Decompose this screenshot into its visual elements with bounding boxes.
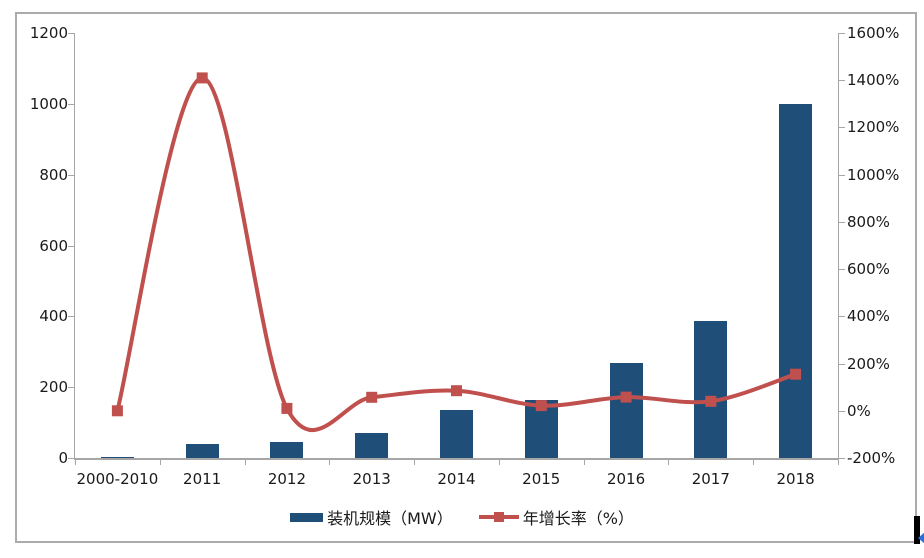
y-left-tick-label: 1000 <box>29 94 68 113</box>
line-marker-2012 <box>281 402 293 414</box>
y-right-tick-label: 0% <box>847 401 871 420</box>
y-left-axis-tick <box>68 387 74 389</box>
y-left-tick-label: 800 <box>39 165 68 184</box>
y-right-axis-tick <box>839 127 845 129</box>
text-cursor-artifact <box>914 516 920 544</box>
line-marker-2014 <box>451 385 462 397</box>
y-left-axis-tick <box>68 103 74 105</box>
line-marker-2018 <box>790 368 802 380</box>
y-right-tick-label: -200% <box>847 449 896 467</box>
y-right-tick-label: 400% <box>847 307 890 326</box>
x-axis-line <box>74 458 839 460</box>
line-swatch-marker-icon <box>493 512 504 522</box>
y-left-axis-tick <box>68 316 74 318</box>
legend-label-installed-capacity: 装机规模（MW） <box>327 509 453 528</box>
y-right-axis-tick <box>839 410 845 412</box>
y-left-axis-tick <box>68 33 74 34</box>
line-marker-2000-2010 <box>111 405 123 417</box>
growth-rate-line <box>115 75 797 433</box>
y-left-axis-line <box>74 33 75 460</box>
line-series-swatch <box>478 511 519 523</box>
x-axis-tick <box>329 460 331 465</box>
y-left-tick-label: 0 <box>58 449 68 467</box>
bar-series-swatch <box>290 512 324 522</box>
y-right-tick-label: 1400% <box>847 71 900 90</box>
x-tick-label: 2013 <box>352 470 391 488</box>
y-left-tick-label: 400 <box>39 307 68 326</box>
y-right-axis-tick <box>839 221 845 223</box>
legend-item-installed-capacity: 装机规模（MW） <box>290 505 453 529</box>
y-right-tick-label: 800% <box>847 212 890 231</box>
x-tick-label: 2014 <box>437 470 476 488</box>
bar-2011 <box>185 443 219 458</box>
bar-2013 <box>355 433 389 458</box>
x-tick-label: 2012 <box>267 470 307 488</box>
bar-2017 <box>694 320 728 458</box>
legend-item-growth-rate: 年增长率（%） <box>478 505 634 529</box>
x-axis-tick <box>75 460 76 465</box>
y-left-axis-tick <box>68 174 74 176</box>
y-right-axis-tick <box>839 458 845 459</box>
y-right-axis-tick <box>839 33 845 34</box>
y-right-tick-label: 600% <box>847 260 890 279</box>
y-right-axis-tick <box>839 174 845 176</box>
line-marker-2017 <box>705 395 717 407</box>
chart-legend: 装机规模（MW） 年增长率（%） <box>0 505 924 529</box>
line-marker-2016 <box>620 391 632 403</box>
line-marker-2013 <box>366 391 378 403</box>
y-left-tick-label: 1200 <box>29 24 68 42</box>
x-axis-tick <box>244 460 246 465</box>
x-tick-label: 2015 <box>522 470 561 488</box>
x-tick-label: 2000-2010 <box>76 470 159 488</box>
y-right-axis-tick <box>839 80 845 82</box>
y-right-axis-tick <box>839 363 845 365</box>
x-axis-tick <box>498 460 500 465</box>
x-axis-tick <box>583 460 585 465</box>
blue-arrow-fragment-icon <box>918 532 924 544</box>
line-marker-2011 <box>196 72 208 84</box>
y-left-tick-label: 600 <box>39 236 68 255</box>
bar-2012 <box>270 442 304 458</box>
y-right-tick-label: 1000% <box>847 165 900 184</box>
line-marker-2015 <box>535 400 547 412</box>
x-axis-tick <box>159 460 161 465</box>
y-left-tick-label: 200 <box>39 378 68 397</box>
x-axis-tick <box>668 460 670 465</box>
x-axis-tick <box>838 460 839 465</box>
y-right-axis-tick <box>839 269 845 271</box>
y-right-tick-label: 200% <box>847 354 890 373</box>
y-right-axis-line <box>838 33 839 460</box>
y-left-axis-tick <box>68 245 74 247</box>
x-tick-label: 2018 <box>776 470 815 488</box>
bar-2014 <box>440 410 473 458</box>
x-axis-tick <box>414 460 416 465</box>
legend-label-growth-rate: 年增长率（%） <box>522 509 634 528</box>
bar-2000-2010 <box>100 456 134 458</box>
y-right-axis-tick <box>839 316 845 318</box>
x-tick-label: 2016 <box>606 470 646 488</box>
y-left-axis-tick <box>68 458 74 459</box>
x-tick-label: 2011 <box>183 470 222 488</box>
y-right-tick-label: 1600% <box>847 24 900 42</box>
bar-2016 <box>609 363 643 458</box>
x-axis-tick <box>753 460 755 465</box>
y-right-tick-label: 1200% <box>847 118 900 137</box>
x-tick-label: 2017 <box>691 470 730 488</box>
bar-2018 <box>779 103 813 458</box>
